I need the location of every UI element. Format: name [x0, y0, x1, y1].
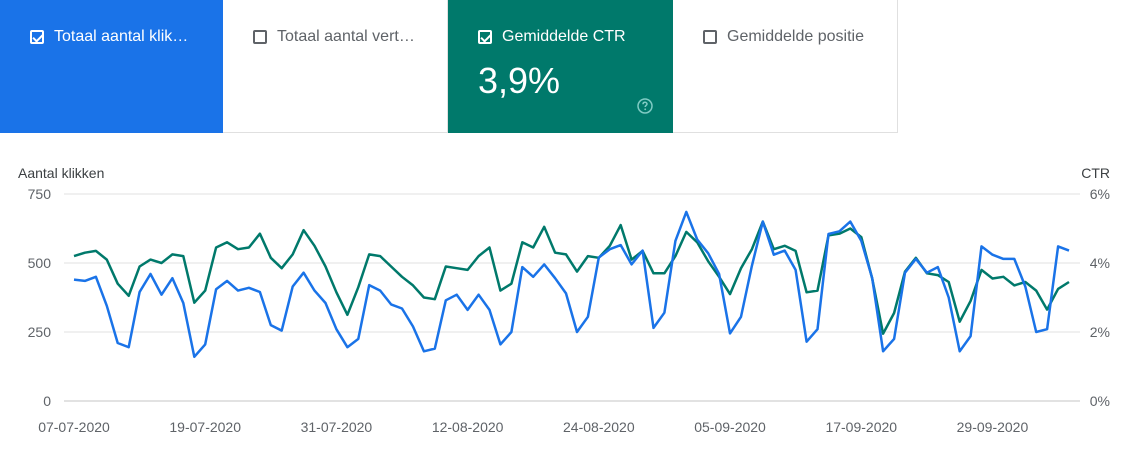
ctr-value: 3,9%	[478, 60, 561, 101]
x-tick-label: 29-09-2020	[957, 419, 1029, 435]
card-label: Totaal aantal vert…	[277, 28, 415, 45]
card-header: Gemiddelde CTR	[478, 28, 626, 46]
x-tick-label: 17-09-2020	[825, 419, 897, 435]
performance-chart: Aantal klikken CTR 0 250 500 750 0% 2% 4% 6% 0…	[18, 165, 1110, 435]
y-right-tick-label: 6%	[1090, 186, 1110, 202]
y-right-tick-label: 0%	[1090, 393, 1110, 409]
card-total-clicks[interactable]: Totaal aantal klik…	[0, 0, 223, 133]
help-circle-icon[interactable]	[637, 98, 653, 114]
x-tick-label: 24-08-2020	[563, 419, 635, 435]
series-line-clicks	[73, 210, 1070, 359]
y-left-axis-title: Aantal klikken	[18, 165, 104, 181]
y-left-tick-label: 250	[28, 324, 52, 340]
checkbox-unchecked-icon[interactable]	[253, 30, 267, 44]
card-header: Gemiddelde positie	[703, 28, 864, 46]
checkbox-checked-icon[interactable]	[30, 30, 44, 44]
x-tick-labels: 07-07-2020 19-07-2020 31-07-2020 12-08-2020…	[38, 419, 1028, 435]
x-tick-label: 19-07-2020	[169, 419, 241, 435]
grid-lines	[64, 193, 1080, 402]
y-left-tick-label: 500	[28, 255, 52, 271]
y-right-tick-labels: 0% 2% 4% 6%	[1090, 186, 1110, 409]
y-right-tick-label: 4%	[1090, 255, 1110, 271]
metric-cards: Totaal aantal klik… Totaal aantal vert… …	[0, 0, 898, 133]
card-average-ctr[interactable]: Gemiddelde CTR 3,9%	[448, 0, 673, 133]
card-average-position[interactable]: Gemiddelde positie	[673, 0, 898, 133]
y-right-axis-title: CTR	[1081, 165, 1110, 181]
card-label: Totaal aantal klik…	[54, 28, 189, 45]
card-label: Gemiddelde CTR	[502, 28, 626, 45]
x-tick-label: 12-08-2020	[432, 419, 504, 435]
card-header: Totaal aantal vert…	[253, 28, 415, 46]
x-tick-label: 07-07-2020	[38, 419, 110, 435]
y-left-tick-label: 750	[28, 186, 52, 202]
series-lines	[73, 210, 1070, 359]
checkbox-unchecked-icon[interactable]	[703, 30, 717, 44]
card-header: Totaal aantal klik…	[30, 28, 188, 46]
card-total-impressions[interactable]: Totaal aantal vert…	[223, 0, 448, 133]
y-left-tick-labels: 0 250 500 750	[28, 186, 52, 409]
y-right-tick-label: 2%	[1090, 324, 1110, 340]
x-tick-label: 05-09-2020	[694, 419, 766, 435]
x-tick-label: 31-07-2020	[301, 419, 373, 435]
checkbox-checked-icon[interactable]	[478, 30, 492, 44]
y-left-tick-label: 0	[43, 393, 51, 409]
card-label: Gemiddelde positie	[727, 28, 864, 45]
